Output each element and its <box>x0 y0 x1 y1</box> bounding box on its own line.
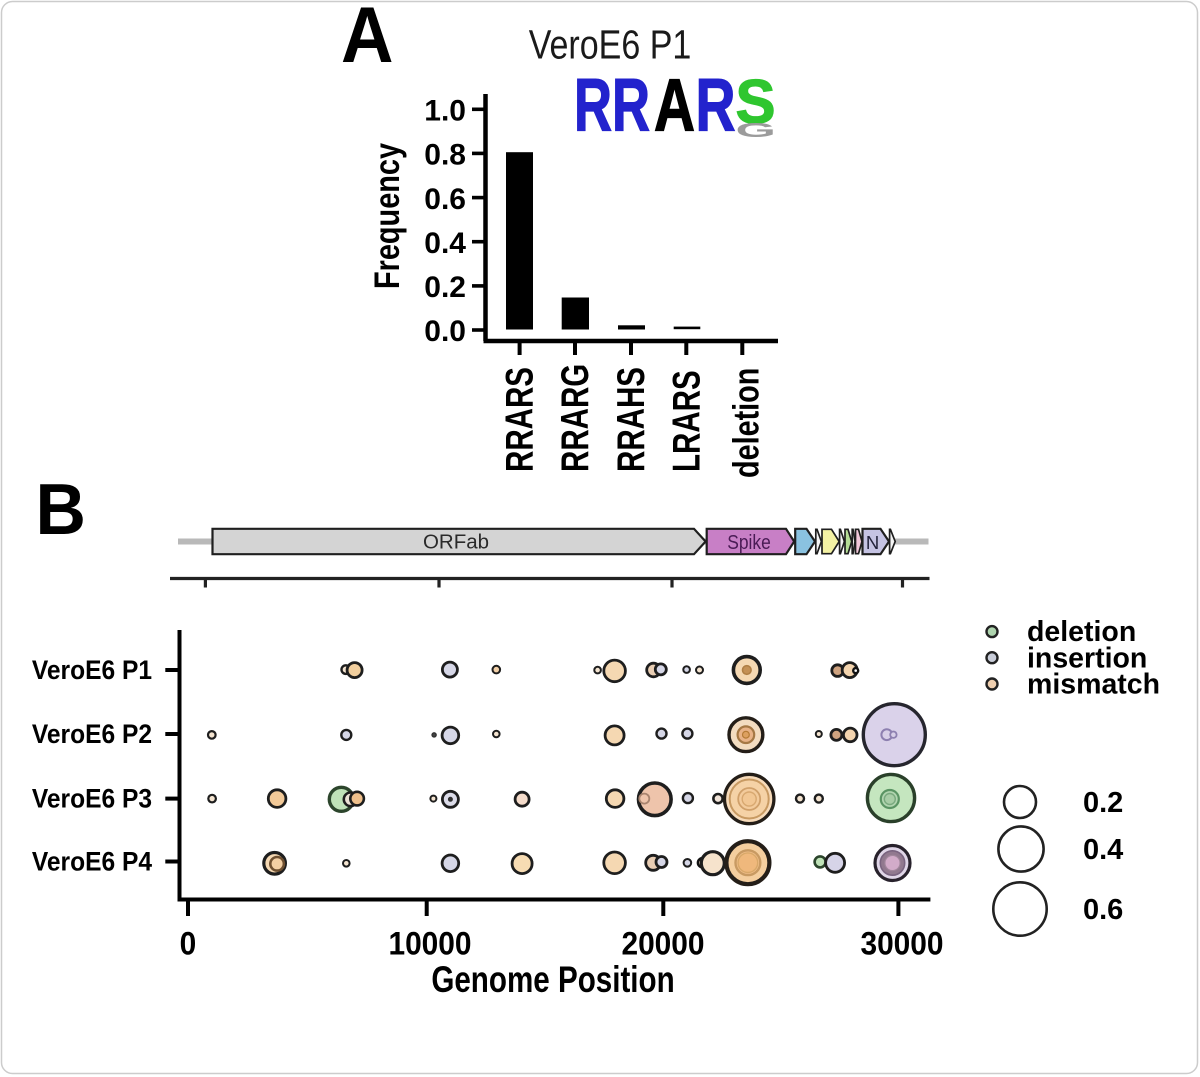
svg-text:0.0: 0.0 <box>424 315 466 348</box>
svg-text:A: A <box>341 0 393 80</box>
svg-text:RRARS: RRARS <box>499 367 542 472</box>
svg-text:Genome Position: Genome Position <box>431 960 674 1001</box>
svg-text:deletion: deletion <box>1027 616 1136 648</box>
svg-text:ORFab: ORFab <box>423 531 489 554</box>
svg-text:0.8: 0.8 <box>424 139 466 172</box>
svg-text:0.6: 0.6 <box>1083 894 1123 926</box>
svg-text:mismatch: mismatch <box>1027 669 1160 701</box>
svg-text:0.4: 0.4 <box>1083 834 1123 866</box>
svg-text:30000: 30000 <box>860 925 943 961</box>
svg-text:B: B <box>36 470 86 550</box>
svg-text:1.0: 1.0 <box>424 95 466 128</box>
svg-text:R: R <box>696 64 736 147</box>
svg-text:VeroE6 P2: VeroE6 P2 <box>32 720 152 749</box>
svg-text:0.2: 0.2 <box>424 271 466 304</box>
svg-text:RRARG: RRARG <box>554 364 597 472</box>
svg-text:deletion: deletion <box>725 368 766 478</box>
svg-text:20000: 20000 <box>621 925 704 961</box>
svg-text:VeroE6 P4: VeroE6 P4 <box>32 847 153 876</box>
svg-text:S: S <box>736 68 776 137</box>
svg-text:0: 0 <box>180 925 197 961</box>
svg-text:0.6: 0.6 <box>424 183 466 216</box>
svg-text:RRAHS: RRAHS <box>610 367 653 472</box>
svg-text:Spike: Spike <box>727 532 771 555</box>
svg-text:RR: RR <box>574 64 650 147</box>
svg-text:Frequency: Frequency <box>367 143 406 289</box>
svg-text:VeroE6 P3: VeroE6 P3 <box>32 785 152 814</box>
svg-text:LRARS: LRARS <box>666 370 709 472</box>
svg-text:0.4: 0.4 <box>424 227 466 260</box>
svg-text:VeroE6 P1: VeroE6 P1 <box>529 22 692 67</box>
svg-text:insertion: insertion <box>1027 643 1147 675</box>
svg-text:G: G <box>736 119 776 141</box>
svg-text:A: A <box>654 64 695 147</box>
svg-text:N: N <box>866 532 879 553</box>
svg-text:10000: 10000 <box>388 925 471 961</box>
svg-text:0.2: 0.2 <box>1083 787 1123 819</box>
svg-text:VeroE6 P1: VeroE6 P1 <box>32 656 152 685</box>
